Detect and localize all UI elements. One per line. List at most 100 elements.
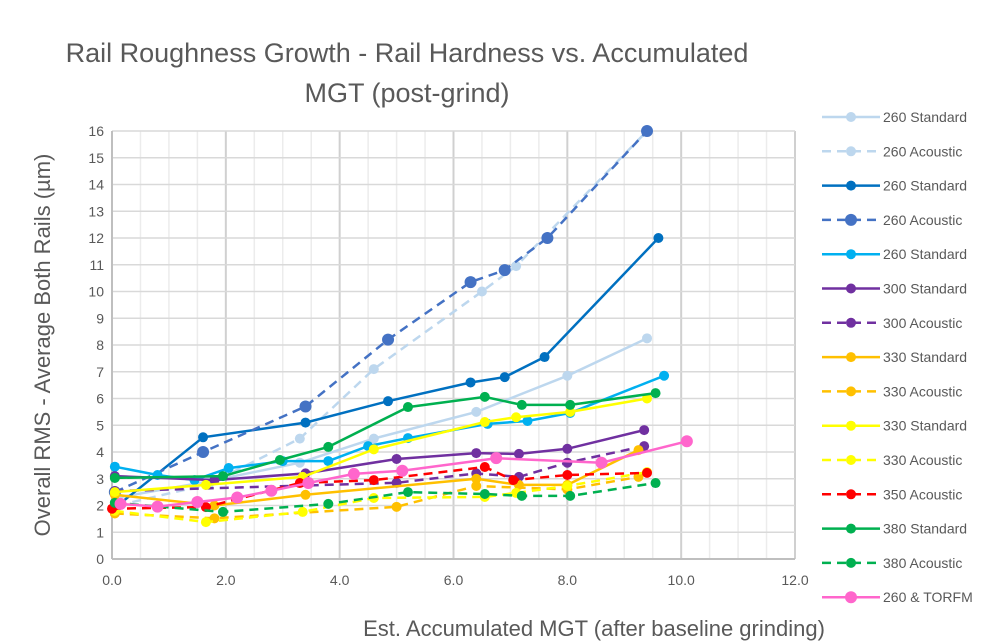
legend-label: 300 Standard — [883, 281, 967, 297]
legend-marker — [846, 112, 856, 122]
data-point — [639, 425, 650, 436]
data-point — [191, 496, 204, 509]
legend-marker — [846, 386, 856, 397]
data-point — [565, 406, 576, 417]
series-line — [114, 470, 648, 524]
data-point — [516, 399, 527, 410]
legend-marker — [846, 455, 856, 465]
data-point — [565, 399, 576, 410]
series-line — [114, 444, 645, 493]
data-point — [490, 452, 503, 465]
legend-marker — [846, 557, 856, 568]
data-point — [323, 498, 334, 509]
data-point — [209, 475, 220, 486]
legend-label: 260 Acoustic — [883, 143, 962, 159]
data-point — [217, 471, 228, 482]
series-line — [114, 475, 639, 520]
data-point — [200, 517, 211, 528]
legend-marker — [846, 283, 856, 294]
legend-label: 330 Acoustic — [883, 383, 962, 399]
data-point — [114, 497, 127, 510]
y-tick-label: 5 — [96, 417, 104, 433]
y-axis-label: Overall RMS - Average Both Rails (µm) — [30, 154, 55, 537]
data-point — [347, 467, 360, 480]
legend-marker — [846, 146, 856, 157]
data-point — [499, 372, 510, 383]
data-point — [198, 432, 209, 443]
x-tick-label: 2.0 — [216, 572, 236, 588]
data-point — [402, 402, 413, 413]
data-point — [323, 441, 334, 452]
y-tick-label: 4 — [96, 444, 104, 460]
legend-marker — [846, 317, 856, 328]
data-point — [650, 388, 661, 399]
data-point — [680, 435, 693, 448]
data-point — [391, 501, 402, 512]
data-point — [368, 444, 379, 455]
legend-label: 260 Standard — [883, 178, 967, 194]
y-tick-label: 8 — [96, 337, 104, 353]
data-point — [368, 433, 379, 444]
data-point — [513, 448, 524, 459]
data-point — [274, 455, 285, 466]
data-point — [562, 480, 573, 491]
x-tick-label: 4.0 — [330, 572, 350, 588]
series-line — [114, 481, 656, 514]
data-point — [471, 473, 482, 484]
data-point — [511, 412, 522, 423]
data-point — [659, 370, 670, 381]
legend-label: 330 Standard — [883, 418, 967, 434]
data-point — [109, 487, 120, 498]
chart-title: MGT (post-grind) — [304, 78, 509, 108]
data-point — [265, 484, 278, 497]
data-point — [382, 333, 395, 346]
data-point — [476, 286, 487, 297]
data-point — [368, 475, 379, 486]
legend-label: 380 Standard — [883, 521, 967, 537]
data-point — [650, 478, 661, 489]
data-point — [511, 261, 522, 272]
legend-marker — [846, 489, 856, 500]
x-tick-label: 8.0 — [558, 572, 578, 588]
data-point — [653, 233, 664, 243]
legend-label: 260 Standard — [883, 109, 967, 125]
data-point — [471, 406, 482, 417]
y-tick-label: 1 — [96, 524, 104, 540]
data-point — [539, 352, 550, 363]
y-tick-label: 9 — [96, 310, 104, 326]
data-point — [300, 417, 311, 428]
data-point — [109, 472, 120, 483]
data-point — [391, 453, 402, 464]
data-point — [562, 370, 573, 381]
data-point — [562, 470, 573, 481]
data-point — [562, 457, 573, 468]
data-point — [402, 487, 413, 498]
x-tick-label: 10.0 — [668, 572, 695, 588]
data-point — [299, 400, 312, 413]
y-tick-label: 15 — [88, 150, 104, 166]
data-point — [471, 480, 482, 491]
y-tick-label: 10 — [88, 284, 104, 300]
legend-marker — [845, 591, 857, 604]
data-point — [522, 415, 533, 426]
data-point — [642, 467, 653, 478]
data-point — [383, 396, 394, 407]
data-point — [479, 391, 490, 402]
data-point — [323, 456, 334, 467]
legend-label: 260 & TORFM — [883, 589, 973, 605]
data-point — [200, 479, 211, 490]
legend-label: 260 Standard — [883, 246, 967, 262]
data-point — [294, 457, 305, 468]
legend-label: 330 Acoustic — [883, 452, 962, 468]
series-line — [116, 237, 660, 507]
y-tick-label: 13 — [88, 203, 104, 219]
data-point — [109, 461, 120, 472]
x-axis-label: Est. Accumulated MGT (after baseline gri… — [363, 616, 825, 641]
x-tick-label: 0.0 — [102, 572, 122, 588]
legend-marker — [846, 523, 856, 534]
y-tick-label: 16 — [88, 123, 104, 139]
data-point — [209, 500, 220, 511]
legend-marker — [846, 180, 856, 191]
